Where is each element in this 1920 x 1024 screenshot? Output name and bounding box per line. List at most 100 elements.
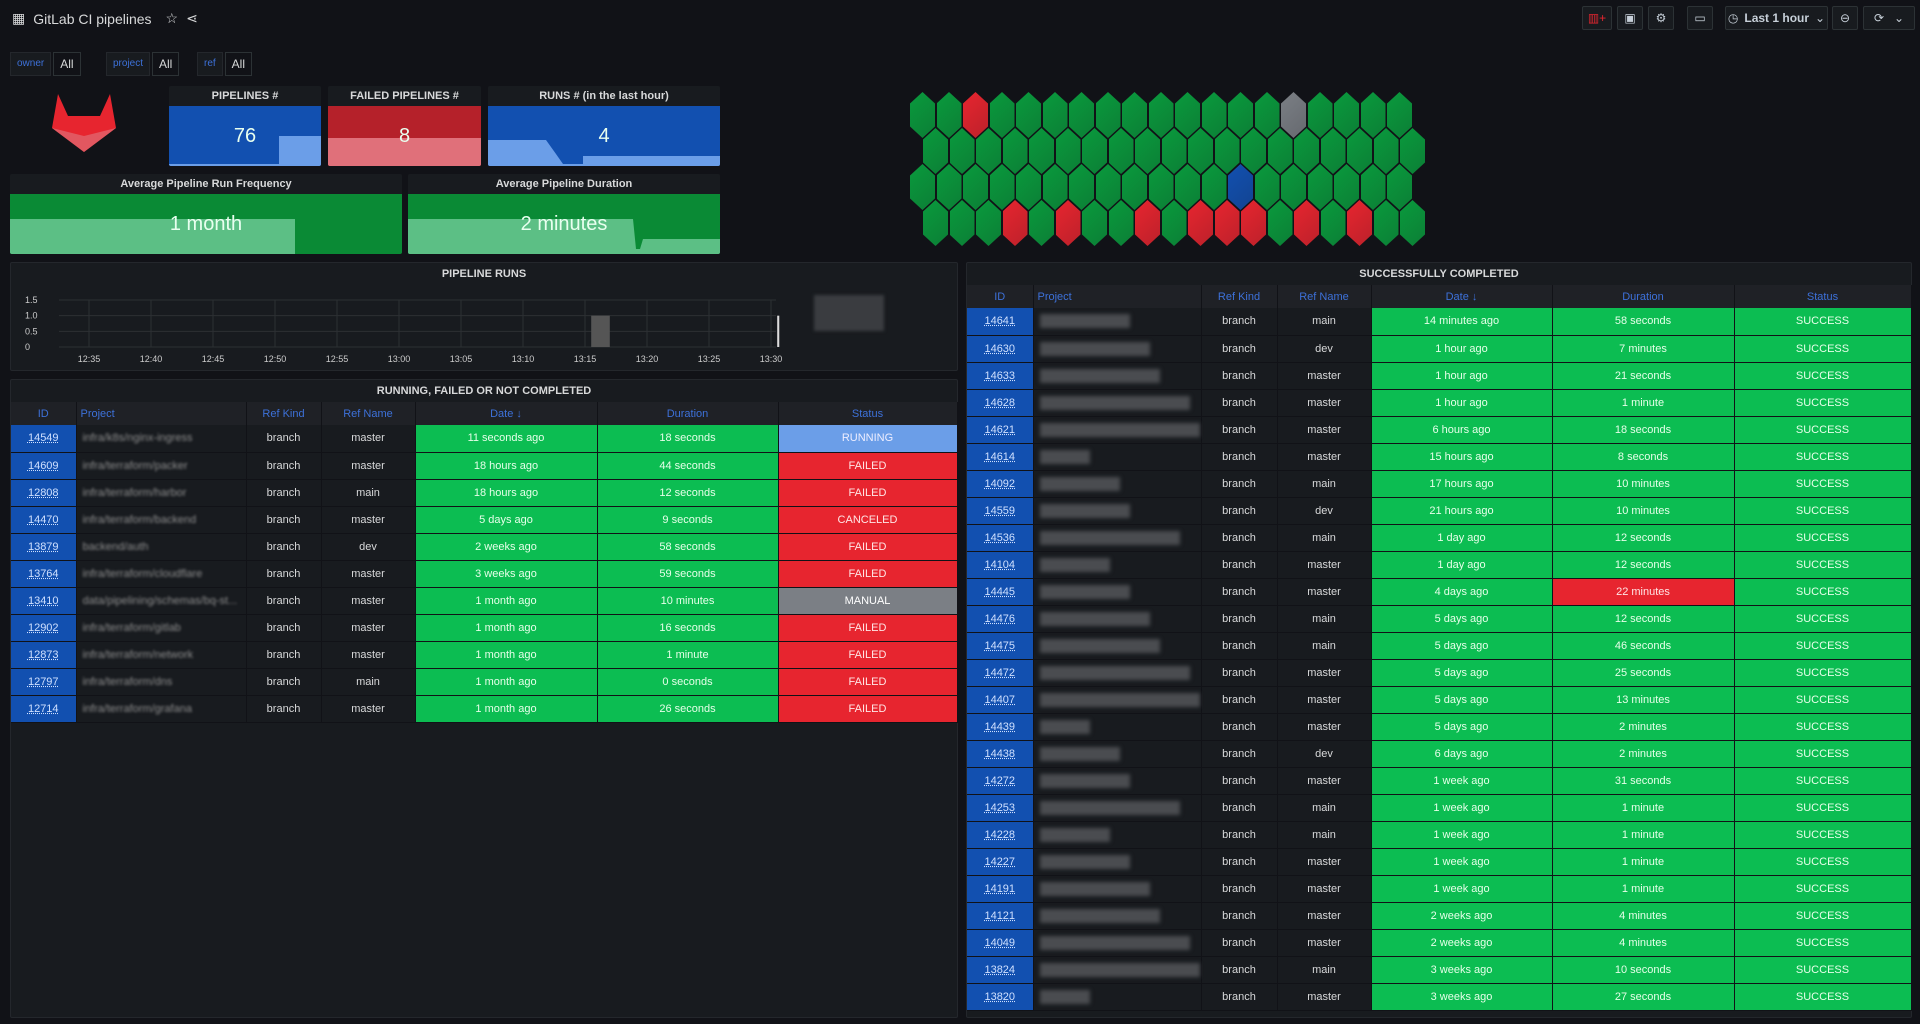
- pipeline-link[interactable]: 14559: [984, 504, 1016, 517]
- hex-cell[interactable]: [1042, 164, 1068, 210]
- column-header[interactable]: Status: [1734, 285, 1912, 308]
- pipeline-link[interactable]: 14641: [984, 315, 1016, 328]
- hex-cell[interactable]: [910, 92, 935, 138]
- pipeline-link[interactable]: 12714: [27, 702, 59, 715]
- hex-cell[interactable]: [1201, 92, 1227, 138]
- hex-cell[interactable]: [1175, 92, 1200, 138]
- hex-cell[interactable]: [1082, 128, 1107, 174]
- hex-cell[interactable]: [1161, 200, 1187, 246]
- hex-cell[interactable]: [936, 164, 962, 210]
- column-header[interactable]: Ref Kind: [246, 402, 322, 425]
- refresh-interval-chevron-icon[interactable]: ⌄: [1894, 11, 1905, 25]
- column-header[interactable]: Date ↓: [415, 402, 598, 425]
- pipeline-link[interactable]: 12902: [27, 621, 59, 634]
- pipeline-link[interactable]: 13879: [27, 540, 59, 553]
- hex-cell[interactable]: [1161, 128, 1187, 174]
- hex-cell[interactable]: [989, 92, 1015, 138]
- pipeline-link[interactable]: 14445: [984, 585, 1016, 598]
- star-icon[interactable]: ☆: [165, 10, 179, 26]
- column-header[interactable]: ID: [11, 402, 77, 425]
- hex-cell[interactable]: [976, 200, 1001, 246]
- pipeline-link[interactable]: 13824: [984, 963, 1016, 976]
- hex-cell[interactable]: [1400, 200, 1425, 246]
- hex-cell[interactable]: [1228, 164, 1253, 210]
- hex-cell[interactable]: [1334, 164, 1359, 210]
- hex-cell[interactable]: [1148, 164, 1174, 210]
- hex-cell[interactable]: [963, 164, 988, 210]
- column-header[interactable]: Ref Kind: [1201, 285, 1278, 308]
- pipeline-link[interactable]: 14609: [27, 459, 59, 472]
- hex-cell[interactable]: [1294, 200, 1319, 246]
- refresh-button[interactable]: ⟳ ⌄: [1863, 6, 1915, 30]
- hex-cell[interactable]: [936, 92, 962, 138]
- pipeline-link[interactable]: 14476: [984, 612, 1016, 625]
- hex-cell[interactable]: [1254, 164, 1280, 210]
- column-header[interactable]: Project: [1033, 285, 1202, 308]
- hex-cell[interactable]: [923, 200, 948, 246]
- column-header[interactable]: Ref Name: [1277, 285, 1372, 308]
- pipeline-link[interactable]: 13410: [27, 594, 59, 607]
- variable-select-ref[interactable]: All: [224, 52, 253, 76]
- hex-cell[interactable]: [989, 164, 1015, 210]
- hex-cell[interactable]: [963, 92, 988, 138]
- hex-cell[interactable]: [1241, 128, 1266, 174]
- hex-cell[interactable]: [1387, 164, 1412, 210]
- column-header[interactable]: Date ↓: [1371, 285, 1553, 308]
- variable-select-project[interactable]: All: [152, 52, 180, 76]
- hex-cell[interactable]: [1122, 164, 1147, 210]
- pipeline-link[interactable]: 12873: [27, 648, 59, 661]
- pipeline-link[interactable]: 14621: [984, 423, 1016, 436]
- column-header[interactable]: Duration: [597, 402, 779, 425]
- hex-cell[interactable]: [1002, 200, 1028, 246]
- hex-cell[interactable]: [1016, 164, 1041, 210]
- pipeline-link[interactable]: 12808: [27, 486, 59, 499]
- share-icon[interactable]: ⋖: [186, 10, 198, 26]
- hex-cell[interactable]: [1055, 128, 1081, 174]
- hex-cell[interactable]: [1214, 128, 1240, 174]
- hex-cell[interactable]: [1029, 128, 1054, 174]
- hex-cell[interactable]: [1135, 200, 1160, 246]
- pipeline-link[interactable]: 12797: [27, 675, 59, 688]
- hex-cell[interactable]: [1108, 200, 1134, 246]
- hex-cell[interactable]: [1108, 128, 1134, 174]
- hex-cell[interactable]: [1055, 200, 1081, 246]
- hex-cell[interactable]: [1175, 164, 1200, 210]
- hex-cell[interactable]: [1228, 92, 1253, 138]
- hex-cell[interactable]: [1400, 128, 1425, 174]
- hex-cell[interactable]: [1320, 200, 1346, 246]
- hex-cell[interactable]: [1254, 92, 1280, 138]
- hex-cell[interactable]: [1069, 92, 1094, 138]
- hex-cell[interactable]: [1360, 92, 1386, 138]
- pipeline-link[interactable]: 14438: [984, 747, 1016, 760]
- pipeline-link[interactable]: 14121: [984, 909, 1016, 922]
- pipeline-link[interactable]: 14049: [984, 936, 1016, 949]
- pipeline-link[interactable]: 14633: [984, 369, 1016, 382]
- hex-cell[interactable]: [949, 200, 975, 246]
- hex-cell[interactable]: [1095, 92, 1121, 138]
- hex-cell[interactable]: [1082, 200, 1107, 246]
- hex-cell[interactable]: [1373, 200, 1399, 246]
- hex-cell[interactable]: [1095, 164, 1121, 210]
- dashboard-settings-button[interactable]: ⚙: [1648, 6, 1674, 30]
- hex-cell[interactable]: [1029, 200, 1054, 246]
- hex-cell[interactable]: [923, 128, 948, 174]
- zoom-out-button[interactable]: ⊖: [1832, 6, 1858, 30]
- hex-cell[interactable]: [1320, 128, 1346, 174]
- pipeline-link[interactable]: 14104: [984, 558, 1016, 571]
- tv-mode-button[interactable]: ▭: [1687, 6, 1713, 30]
- hex-cell[interactable]: [1307, 164, 1333, 210]
- pipeline-link[interactable]: 14407: [984, 693, 1016, 706]
- hex-cell[interactable]: [1042, 92, 1068, 138]
- pipeline-link[interactable]: 14549: [27, 432, 59, 445]
- hex-cell[interactable]: [1387, 92, 1412, 138]
- column-header[interactable]: Ref Name: [321, 402, 416, 425]
- pipeline-link[interactable]: 14472: [984, 666, 1016, 679]
- hex-cell[interactable]: [1188, 200, 1213, 246]
- hex-cell[interactable]: [1281, 164, 1306, 210]
- hex-cell[interactable]: [1347, 128, 1372, 174]
- pipeline-link[interactable]: 14092: [984, 477, 1016, 490]
- pipeline-link[interactable]: 14191: [984, 882, 1016, 895]
- column-header[interactable]: Project: [76, 402, 247, 425]
- hex-cell[interactable]: [1201, 164, 1227, 210]
- column-header[interactable]: ID: [967, 285, 1034, 308]
